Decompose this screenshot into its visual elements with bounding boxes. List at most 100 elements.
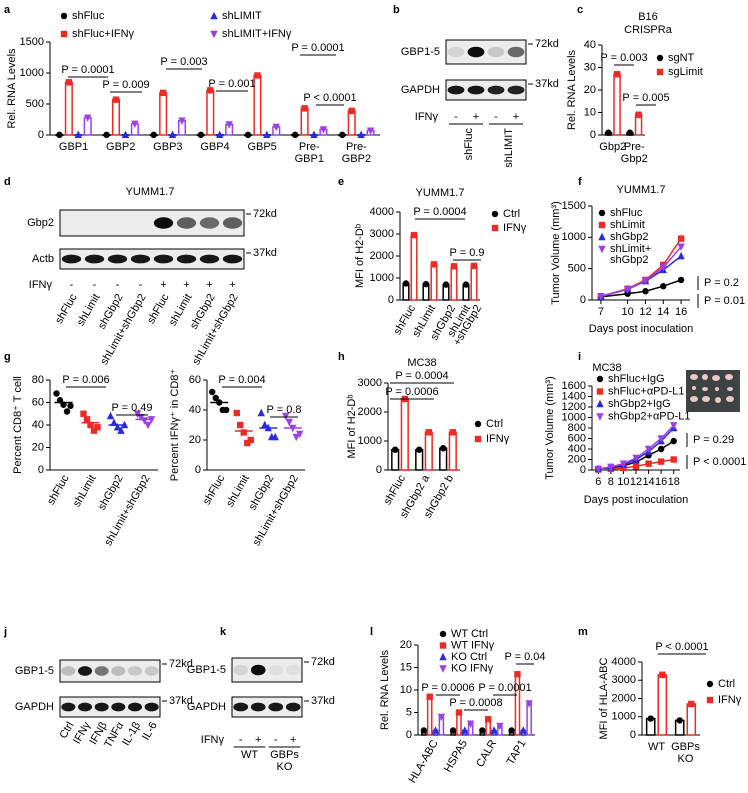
tumor [712, 375, 720, 381]
bar-point [291, 131, 299, 139]
group-label: WT [241, 749, 258, 761]
dot [223, 406, 230, 414]
y-tick-label: 20 [584, 84, 596, 96]
bar [159, 92, 168, 136]
x-axis-label: Days post inoculation [589, 323, 694, 335]
y-tick-label: 3000 [358, 377, 382, 389]
y-tick-label: 0 [38, 129, 44, 141]
blot-band [285, 702, 301, 712]
point [641, 277, 650, 285]
bar [111, 98, 121, 136]
y-axis-label: Tumor Volume (mm³) [544, 376, 556, 480]
legend-marker [439, 652, 447, 661]
blot-band [199, 217, 220, 229]
p-value: P = 0.003 [600, 52, 647, 64]
x-tick-label: HSPA5 [442, 738, 470, 775]
bar [206, 89, 215, 136]
x-tick-label: KO [678, 753, 694, 765]
blot-band [128, 702, 142, 712]
x-tick-label: 8 [608, 476, 614, 488]
bar [347, 110, 356, 136]
blot-band [268, 664, 284, 676]
y-tick-label: 1000 [562, 411, 586, 423]
blot-band [144, 702, 159, 712]
legend-label: Ctrl [486, 418, 503, 430]
bar [613, 73, 621, 136]
point [632, 463, 640, 470]
legend-label: shLimit [610, 219, 645, 231]
bar-point [508, 727, 515, 734]
chart-title: MC38 [407, 357, 436, 369]
dot [237, 421, 244, 429]
bar-point [461, 726, 469, 734]
point [677, 243, 685, 251]
point [645, 460, 652, 467]
y-tick-label: 40 [32, 419, 44, 431]
p-value: P = 0.003 [160, 56, 207, 68]
x-tick-label: 14 [657, 306, 669, 318]
size-marker: 72kd [253, 208, 277, 220]
dot [80, 410, 87, 417]
y-axis-label: Tumor Volume (mm³) [550, 201, 562, 305]
x-tick-label: shFluc [45, 473, 72, 507]
bar-point [159, 89, 167, 97]
y-tick-label: 200 [568, 453, 586, 465]
x-tick-label: GBP1 [59, 141, 88, 153]
p-value: P = 0.006 [62, 374, 109, 386]
p-value: P = 0.2 [704, 277, 739, 289]
blot-band [94, 702, 109, 712]
x-tick-label: shFluc [201, 473, 228, 507]
blot-band [233, 664, 249, 676]
legend-label: shLIMIT [222, 10, 262, 22]
bar-point [178, 117, 186, 125]
y-tick-label: 1500 [562, 200, 586, 212]
bar-point [688, 700, 695, 708]
legend-label: shGbp2 [610, 231, 649, 243]
treatment-sign: - [494, 111, 498, 123]
group-label: KO [277, 761, 293, 773]
dot [271, 432, 279, 441]
legend-label: shFluc [72, 10, 105, 22]
bar-point [442, 281, 450, 288]
blot-frame [231, 657, 303, 683]
panel-letter: g [4, 351, 11, 363]
size-marker: 72kd [535, 38, 559, 50]
blot-band [268, 702, 284, 712]
legend-label: sgNT [668, 52, 695, 64]
legend-label: WT IFNγ [451, 639, 495, 651]
y-tick-label: 2000 [358, 406, 382, 418]
y-tick-label: 40 [584, 39, 596, 51]
x-tick-label: GBP4 [200, 141, 229, 153]
group-label: shFluc [463, 128, 475, 161]
p-value: P = 0.0001 [61, 64, 114, 76]
point [632, 454, 640, 463]
dot [292, 433, 300, 442]
x-tick-label: GBPs [671, 741, 700, 753]
blot-frame [445, 79, 527, 101]
bar-point [437, 713, 446, 722]
dot [63, 408, 71, 415]
band-label: GBP1-5 [15, 665, 54, 677]
blot-band [61, 702, 76, 712]
legend-label: Ctrl [503, 208, 520, 220]
legend-marker [439, 642, 447, 649]
bar-point [254, 72, 261, 79]
panel-letter: d [4, 176, 11, 188]
legend-marker [596, 388, 604, 395]
p-value: P < 0.0001 [655, 641, 708, 653]
p-value: P < 0.0001 [693, 456, 746, 468]
dot [257, 408, 265, 417]
bar-point [425, 429, 432, 436]
treatment-sign: - [139, 279, 143, 291]
y-tick-label: 3000 [612, 674, 636, 686]
x-tick-label: Pre- [624, 141, 645, 153]
blot-band [233, 702, 249, 712]
bar [410, 234, 418, 301]
bar [657, 674, 668, 736]
y-tick-label: 80 [32, 374, 44, 386]
blot-band [153, 217, 174, 229]
y-tick-label: 40 [189, 404, 201, 416]
blot-band [111, 702, 126, 712]
panel-letter: b [393, 4, 400, 16]
